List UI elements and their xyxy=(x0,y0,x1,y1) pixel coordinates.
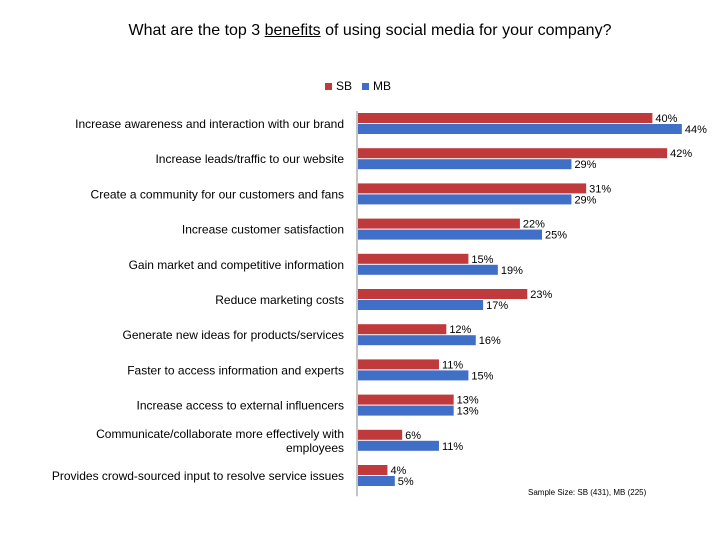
data-label-sb: 6% xyxy=(405,430,421,442)
bar-mb xyxy=(358,194,572,205)
sample-size-note: Sample Size: SB (431), MB (225) xyxy=(528,488,647,497)
bar-sb xyxy=(358,394,454,405)
legend-swatch-sb xyxy=(325,82,332,90)
data-label-sb: 42% xyxy=(670,148,692,160)
data-label-sb: 15% xyxy=(471,254,493,266)
legend: SB MB xyxy=(325,79,401,93)
bar-mb xyxy=(358,229,542,240)
bar-mb xyxy=(358,159,572,170)
legend-label-mb: MB xyxy=(373,79,392,93)
legend-label-sb: SB xyxy=(336,79,353,93)
bar-sb xyxy=(358,218,520,229)
bar-mb xyxy=(358,335,476,346)
bar-sb xyxy=(358,465,388,475)
legend-item-mb: MB xyxy=(362,79,391,93)
data-label-sb: 31% xyxy=(589,183,611,195)
bar-sb xyxy=(358,289,528,299)
category-label: Generate new ideas for products/services xyxy=(123,328,344,342)
category-label: Increase awareness and interaction with … xyxy=(75,117,344,131)
category-label: employees xyxy=(286,441,344,455)
category-label: Communicate/collaborate more effectively… xyxy=(96,427,344,441)
bar-sb xyxy=(358,113,653,123)
category-label: Increase customer satisfaction xyxy=(182,223,344,237)
category-label: Reduce marketing costs xyxy=(215,293,344,307)
data-label-mb: 5% xyxy=(398,476,414,488)
bar-sb xyxy=(358,183,587,194)
bar-sb xyxy=(358,429,403,440)
title-underlined-word: benefits xyxy=(264,22,321,39)
data-label-sb: 11% xyxy=(442,359,463,371)
legend-swatch-mb xyxy=(362,82,370,90)
data-label-mb: 13% xyxy=(457,406,479,418)
bar-sb xyxy=(358,148,668,159)
data-label-mb: 15% xyxy=(471,370,493,382)
data-label-sb: 22% xyxy=(523,219,545,231)
bar-sb xyxy=(358,359,439,370)
category-label: Gain market and competitive information xyxy=(129,258,344,272)
data-label-sb: 23% xyxy=(530,289,552,301)
data-label-mb: 17% xyxy=(486,300,508,312)
bar-mb xyxy=(358,405,454,416)
data-label-sb: 40% xyxy=(655,113,677,125)
bar-mb xyxy=(358,124,682,134)
data-label-sb: 12% xyxy=(449,324,471,336)
data-label-mb: 44% xyxy=(685,124,707,136)
bar-mb xyxy=(358,476,395,486)
category-label: Provides crowd-sourced input to resolve … xyxy=(52,469,344,483)
data-label-mb: 19% xyxy=(501,265,523,277)
bar-sb xyxy=(358,324,447,335)
data-label-sb: 4% xyxy=(390,465,406,477)
category-label: Increase access to external influencers xyxy=(137,399,344,413)
category-label: Create a community for our customers and… xyxy=(91,187,344,201)
category-label: Increase leads/traffic to our website xyxy=(155,152,344,166)
data-label-mb: 29% xyxy=(574,159,596,171)
bar-mb xyxy=(358,440,439,451)
data-label-mb: 11% xyxy=(442,441,463,453)
data-label-mb: 25% xyxy=(545,230,567,242)
chart-title: What are the top 3 benefits of using soc… xyxy=(128,22,612,39)
category-label: Faster to access information and experts xyxy=(127,363,344,377)
legend-item-sb: SB xyxy=(325,79,352,93)
bar-mb xyxy=(358,370,469,381)
data-label-mb: 29% xyxy=(574,194,596,206)
bar-mb xyxy=(358,300,484,310)
data-label-mb: 16% xyxy=(479,335,501,347)
bar-mb xyxy=(358,264,498,275)
bar-sb xyxy=(358,253,469,264)
data-label-sb: 13% xyxy=(457,395,479,407)
